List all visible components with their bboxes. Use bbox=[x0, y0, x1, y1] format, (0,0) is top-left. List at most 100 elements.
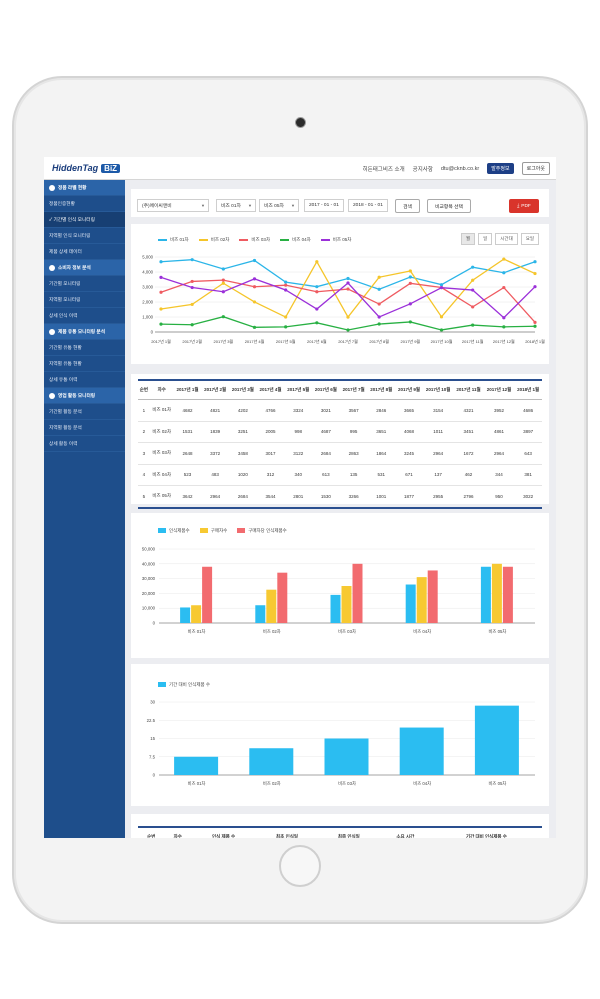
sidebar-item-12[interactable]: 상세 유통 이력 bbox=[44, 372, 125, 388]
table-cell: 137 bbox=[422, 464, 454, 486]
sidebar-item-10[interactable]: 기간별 유통 현황 bbox=[44, 340, 125, 356]
table-cell: 4321 bbox=[453, 399, 484, 422]
sidebar-section-13[interactable]: 영업 활동 모니터링 bbox=[44, 388, 125, 404]
logo[interactable]: HiddenTag BiZ bbox=[52, 162, 121, 174]
table-cell: 3451 bbox=[453, 421, 484, 443]
data-point bbox=[252, 325, 257, 329]
table-cell: 3544 bbox=[256, 485, 285, 509]
search-button[interactable]: 검색 bbox=[395, 199, 420, 213]
tab-month[interactable]: 월 bbox=[461, 233, 476, 245]
bar bbox=[324, 738, 369, 775]
bar-chart: 0 10,000 20,000 30,000 40,000 50,000 비즈 01차 비즈 … bbox=[142, 547, 535, 635]
filter-bar: (주)에이씨앤비 ▼ 비즈 01차 ▼ 비즈 05차 ▼ 2017 - 01 - 01… bbox=[131, 189, 549, 217]
bar bbox=[180, 607, 191, 623]
x-tick-label: 2018년 1월 bbox=[525, 338, 545, 344]
table-cell: 1001 bbox=[367, 485, 396, 509]
column-header: 2017년 9월 bbox=[395, 379, 423, 400]
sidebar-item-1[interactable]: 정품인증현황 bbox=[44, 196, 125, 212]
sidebar-section-0[interactable]: 정품 라벨 현황 bbox=[44, 180, 125, 196]
table-cell: 340 bbox=[284, 464, 313, 486]
legend-swatch bbox=[158, 528, 166, 534]
legend-item[interactable]: 구매자수 bbox=[199, 528, 227, 534]
sidebar-item-label: 기간별 활동 분석 bbox=[49, 408, 82, 414]
chevron-down-icon: ▼ bbox=[291, 203, 295, 208]
tab-day[interactable]: 일 bbox=[478, 233, 493, 245]
sidebar-item-8[interactable]: 상세 인식 이력 bbox=[44, 308, 125, 324]
legend-label: 구매자당 인식제품수 bbox=[248, 528, 287, 533]
legend-item[interactable]: 비즈 02차 bbox=[198, 237, 229, 243]
x-tick-label: 비즈 03차 bbox=[338, 628, 356, 635]
end-date-input[interactable]: 2018 - 01 - 01 bbox=[348, 199, 388, 212]
sidebar-item-label: 기간별 유통 현황 bbox=[49, 344, 82, 350]
x-tick-label: 비즈 01차 bbox=[188, 628, 206, 635]
summary-table-card: 순번 차수 인식 제품 수 최초 인식일 최종 인식일 소요 시간 기간 대비 인식제품 수 bbox=[131, 814, 549, 838]
column-header: 순번 bbox=[138, 826, 165, 838]
data-point bbox=[284, 283, 288, 287]
table-cell: 4687 bbox=[312, 421, 340, 443]
end-date-value: 2018 - 01 - 01 bbox=[353, 203, 383, 208]
to-item-select[interactable]: 비즈 05차 ▼ bbox=[259, 199, 299, 212]
table-cell: 312 bbox=[256, 464, 285, 486]
legend-item[interactable]: 구매자당 인식제품수 bbox=[237, 528, 287, 534]
company-select[interactable]: (주)에이씨앤비 ▼ bbox=[137, 199, 209, 212]
legend-item[interactable]: 인식제품수 bbox=[158, 528, 190, 534]
sidebar-item-15[interactable]: 지역별 활동 분석 bbox=[44, 420, 125, 436]
sidebar-item-label: 영업 활동 모니터링 bbox=[58, 392, 96, 398]
logo-badge: BiZ bbox=[101, 163, 121, 173]
tab-weekday[interactable]: 요일 bbox=[520, 233, 539, 245]
sidebar-item-16[interactable]: 상세 활동 이력 bbox=[44, 436, 125, 452]
data-point bbox=[377, 315, 381, 319]
data-point bbox=[377, 287, 381, 291]
sidebar-item-6[interactable]: 기간별 모니터링 bbox=[44, 276, 125, 292]
order-info-button[interactable]: 발주정보 bbox=[487, 163, 514, 174]
table-cell: 2648 bbox=[173, 442, 202, 465]
legend-item[interactable]: 비즈 03차 bbox=[239, 237, 270, 243]
legend-item[interactable]: 비즈 05차 bbox=[320, 237, 351, 243]
pdf-button[interactable]: ⤓ PDF bbox=[509, 199, 539, 213]
sidebar-section-9[interactable]: 제품 유통 모니터링 분석 bbox=[44, 324, 125, 340]
section-icon bbox=[49, 264, 55, 271]
tab-time[interactable]: 시간대 bbox=[495, 233, 518, 245]
start-date-input[interactable]: 2017 - 01 - 01 bbox=[304, 199, 344, 212]
table-cell: 2684 bbox=[229, 485, 257, 509]
legend-item[interactable]: 비즈 01차 bbox=[158, 237, 189, 243]
link-about[interactable]: 히든태그비즈 소개 bbox=[362, 166, 405, 173]
column-header: 차수 bbox=[149, 379, 174, 400]
y-tick-label: 3,000 bbox=[142, 285, 153, 290]
sidebar-item-7[interactable]: 지역별 모니터링 bbox=[44, 292, 125, 308]
sidebar-item-14[interactable]: 기간별 활동 분석 bbox=[44, 404, 125, 420]
sidebar-item-2[interactable]: ✓ 기간별 인식 모니터링 bbox=[44, 212, 125, 228]
sidebar-item-label: 지역별 유통 현황 bbox=[49, 360, 82, 366]
sidebar-section-5[interactable]: 소비자 정보 분석 bbox=[44, 260, 125, 276]
bar bbox=[249, 748, 294, 775]
data-point bbox=[221, 281, 225, 285]
line-chart: 0 1,000 2,000 3,000 4,000 5,000 2017년 1월 2017년 … bbox=[142, 255, 545, 345]
table-row: 1 비즈 01차 4682 4821 4202 4766 3324 3021 3567 2846 3… bbox=[138, 399, 542, 422]
legend-item[interactable]: 비즈 04차 bbox=[280, 237, 311, 243]
data-point bbox=[502, 271, 506, 275]
y-tick-label: 22.5 bbox=[147, 718, 156, 723]
legend-swatch bbox=[158, 238, 167, 241]
home-button[interactable] bbox=[279, 845, 321, 887]
table-cell: 1839 bbox=[201, 421, 230, 443]
logout-button[interactable]: 로그아웃 bbox=[521, 162, 550, 175]
table-cell: 비즈 04차 bbox=[149, 464, 174, 486]
sidebar-item-4[interactable]: 제품 상세 데이터 bbox=[44, 244, 125, 260]
table-cell: 3 bbox=[138, 442, 150, 465]
sidebar-item-label: 기간별 모니터링 bbox=[49, 280, 81, 286]
link-notice[interactable]: 공지사항 bbox=[412, 166, 433, 173]
column-header: 2017년 5월 bbox=[284, 379, 313, 400]
data-point bbox=[159, 290, 163, 294]
sidebar-item-11[interactable]: 지역별 유통 현황 bbox=[44, 356, 125, 372]
compare-button[interactable]: 비교항목 선택 bbox=[427, 199, 471, 213]
sidebar-item-3[interactable]: 지역별 인식 모니터링 bbox=[44, 228, 125, 244]
data-point bbox=[221, 290, 225, 294]
table-cell: 4068 bbox=[395, 421, 423, 443]
summary-table: 순번 차수 인식 제품 수 최초 인식일 최종 인식일 소요 시간 기간 대비 인식제품 수 bbox=[138, 826, 542, 838]
from-item-select[interactable]: 비즈 01차 ▼ bbox=[216, 199, 256, 212]
legend-item[interactable]: 기간 대비 인식제품 수 bbox=[158, 682, 210, 688]
x-tick-label: 2017년 5월 bbox=[276, 338, 296, 344]
table-cell: 531 bbox=[367, 464, 396, 486]
table-cell: 462 bbox=[453, 464, 484, 486]
table-cell: 3372 bbox=[201, 442, 230, 465]
